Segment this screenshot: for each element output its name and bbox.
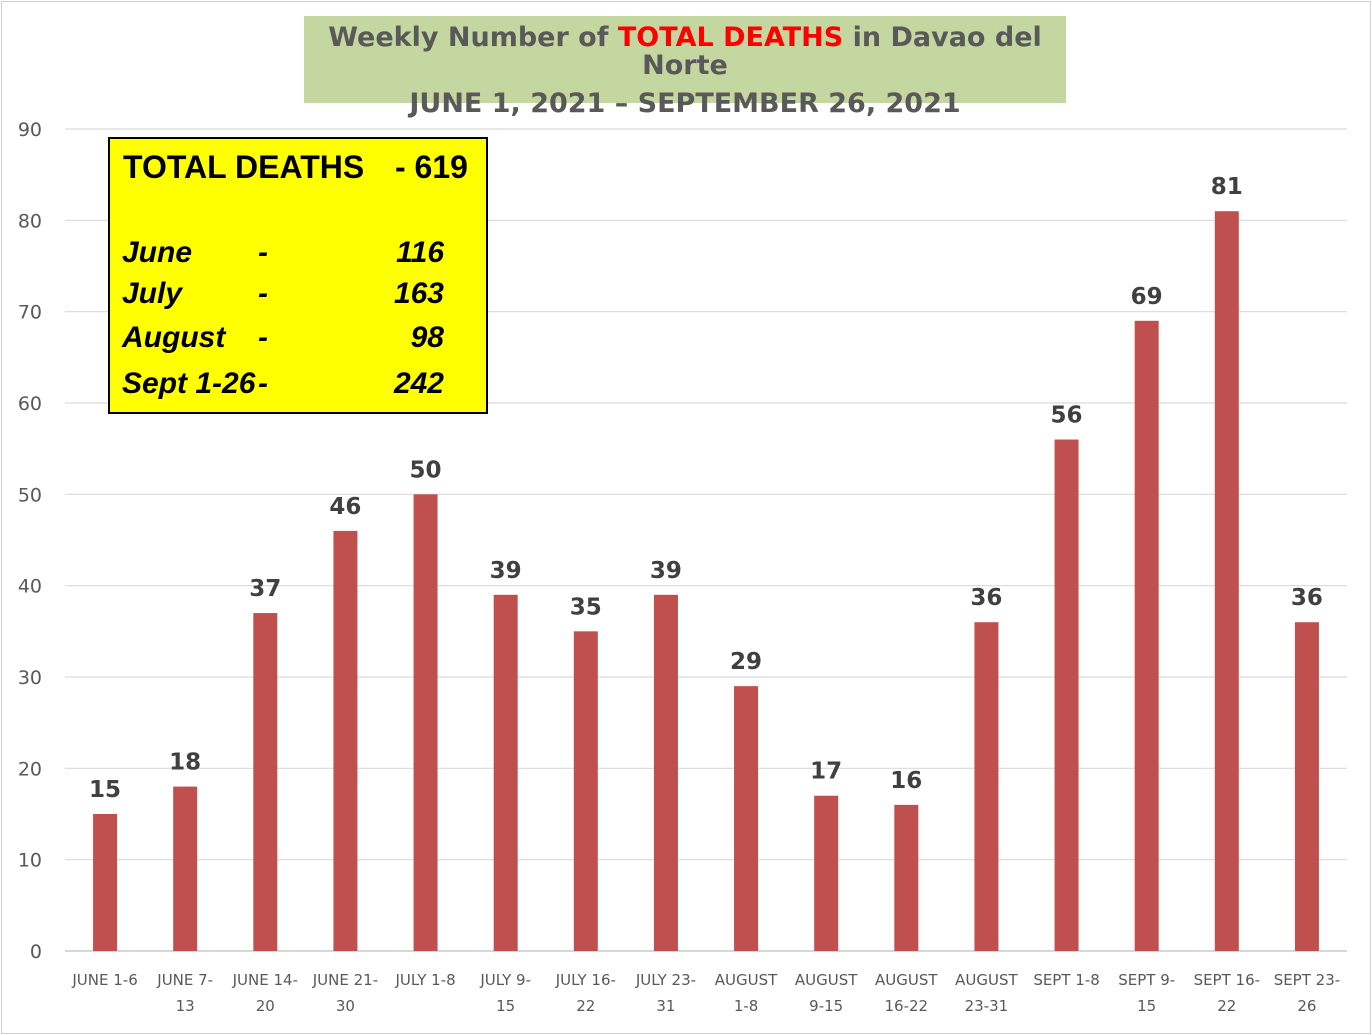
- bar: [333, 530, 358, 951]
- summary-box: TOTAL DEATHS - 619 June - 116 July - 163…: [108, 137, 488, 414]
- x-tick-label: SEPT 9-: [1118, 971, 1175, 989]
- summary-row: August - 98: [110, 321, 486, 361]
- x-tick-label: 15: [1137, 997, 1156, 1015]
- data-label: 39: [490, 558, 522, 584]
- data-label: 69: [1131, 284, 1163, 310]
- title-suffix: in Davao del Norte: [642, 22, 1042, 81]
- x-tick-label: 1-8: [734, 997, 759, 1015]
- summary-row: Sept 1-26 - 242: [110, 367, 486, 407]
- x-tick-label: JULY 9-: [479, 971, 531, 989]
- x-tick-label: 15: [496, 997, 515, 1015]
- bar: [493, 594, 518, 951]
- summary-value: 98: [410, 321, 444, 354]
- x-tick-label: JUNE 14-: [232, 971, 298, 989]
- summary-dash: -: [258, 367, 268, 400]
- x-tick-label: 9-15: [809, 997, 843, 1015]
- data-label: 17: [810, 759, 842, 785]
- x-tick-label: SEPT 23-: [1274, 971, 1340, 989]
- summary-month: July: [122, 277, 183, 310]
- y-tick-label: 50: [18, 484, 42, 506]
- x-tick-label: 30: [336, 997, 355, 1015]
- data-label: 29: [730, 649, 762, 675]
- x-tick-label: AUGUST: [955, 971, 1018, 989]
- summary-row: July - 163: [110, 277, 486, 317]
- summary-row: June - 116: [110, 236, 486, 276]
- chart-title-line1: Weekly Number of TOTAL DEATHS in Davao d…: [304, 24, 1066, 80]
- data-label: 56: [1051, 403, 1083, 429]
- data-label: 35: [570, 594, 602, 620]
- bar: [1214, 211, 1239, 951]
- y-tick-label: 0: [30, 941, 42, 963]
- title-highlight: TOTAL DEATHS: [617, 22, 844, 53]
- y-tick-label: 60: [18, 393, 42, 415]
- x-tick-label: 31: [656, 997, 675, 1015]
- data-label: 18: [169, 750, 201, 776]
- bar: [1134, 320, 1159, 951]
- y-tick-label: 40: [18, 576, 42, 598]
- x-tick-label: 23-31: [965, 997, 1009, 1015]
- data-label: 46: [329, 494, 361, 520]
- x-tick-label: JUNE 21-: [312, 971, 378, 989]
- data-label: 36: [970, 585, 1002, 611]
- x-tick-label: JUNE 7-: [156, 971, 213, 989]
- summary-dash: -: [258, 236, 268, 269]
- x-tick-label: AUGUST: [795, 971, 858, 989]
- x-tick-label: JUNE 1-6: [71, 971, 137, 989]
- data-label: 37: [249, 576, 281, 602]
- data-label: 50: [410, 457, 442, 483]
- summary-month: Sept 1-26: [122, 367, 256, 400]
- x-tick-label: SEPT 16-: [1194, 971, 1260, 989]
- y-tick-label: 90: [18, 119, 42, 141]
- summary-value: 163: [393, 277, 444, 310]
- summary-month: August: [122, 321, 226, 354]
- summary-total-value: - 619: [395, 149, 468, 185]
- x-tick-label: AUGUST: [715, 971, 778, 989]
- data-label: 81: [1211, 174, 1243, 200]
- y-tick-label: 30: [18, 667, 42, 689]
- bar: [814, 795, 839, 951]
- x-tick-label: 22: [1217, 997, 1236, 1015]
- bar: [1054, 439, 1079, 951]
- summary-total-label: TOTAL DEATHS: [123, 149, 365, 185]
- title-prefix: Weekly Number of: [328, 22, 618, 53]
- x-tick-label: SEPT 1-8: [1033, 971, 1099, 989]
- data-label: 16: [890, 768, 922, 794]
- bar: [413, 494, 438, 951]
- bar: [894, 804, 919, 951]
- y-tick-label: 20: [18, 758, 42, 780]
- bar: [173, 786, 198, 951]
- chart-title: Weekly Number of TOTAL DEATHS in Davao d…: [304, 16, 1066, 118]
- x-tick-label: JULY 23-: [635, 971, 696, 989]
- data-label: 15: [89, 777, 121, 803]
- data-label: 36: [1291, 585, 1323, 611]
- bar: [253, 613, 278, 951]
- x-tick-label: 13: [176, 997, 195, 1015]
- x-tick-label: 22: [576, 997, 595, 1015]
- summary-value: 116: [396, 236, 444, 269]
- x-tick-label: JULY 16-: [555, 971, 616, 989]
- summary-dash: -: [258, 277, 268, 310]
- x-tick-label: 16-22: [885, 997, 929, 1015]
- bar: [974, 622, 999, 951]
- y-tick-label: 80: [18, 210, 42, 232]
- chart-subtitle: JUNE 1, 2021 – SEPTEMBER 26, 2021: [409, 88, 961, 119]
- x-tick-label: 26: [1297, 997, 1316, 1015]
- summary-dash: -: [258, 321, 268, 354]
- bar: [93, 814, 118, 951]
- y-tick-label: 70: [18, 302, 42, 324]
- y-tick-label: 10: [18, 850, 42, 872]
- x-tick-label: JULY 1-8: [394, 971, 455, 989]
- summary-value: 242: [393, 367, 444, 400]
- x-tick-label: AUGUST: [875, 971, 938, 989]
- bar: [573, 631, 598, 951]
- summary-month: June: [122, 236, 193, 269]
- bar: [734, 686, 759, 951]
- bar: [653, 594, 678, 951]
- x-tick-label: 20: [256, 997, 275, 1015]
- data-label: 39: [650, 558, 682, 584]
- bar: [1294, 622, 1319, 951]
